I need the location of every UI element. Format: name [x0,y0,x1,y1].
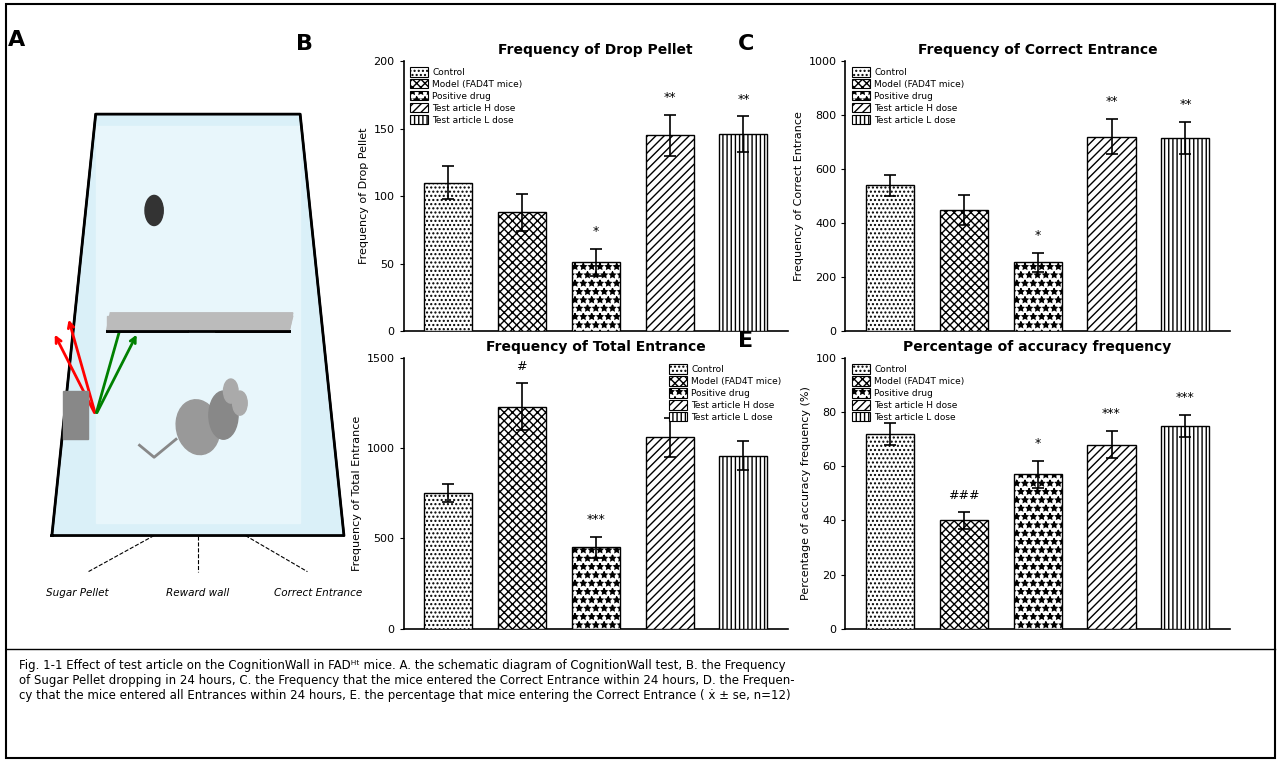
Text: A: A [8,30,26,50]
Polygon shape [51,114,343,536]
Title: Frequency of Total Entrance: Frequency of Total Entrance [485,340,706,354]
Text: ***: *** [1102,408,1121,421]
Bar [940,520,988,629]
Text: Reward wall: Reward wall [167,588,229,597]
Polygon shape [96,126,300,523]
Text: **: ** [664,91,676,104]
Y-axis label: Percentage of accuracy frequency (%): Percentage of accuracy frequency (%) [802,386,811,600]
Bar [646,437,693,629]
Bar [498,213,546,331]
Legend: Control, Model (FAD4T mice), Positive drug, Test article H dose, Test article L : Control, Model (FAD4T mice), Positive dr… [851,363,966,424]
Bar [720,456,767,629]
Legend: Control, Model (FAD4T mice), Positive drug, Test article H dose, Test article L : Control, Model (FAD4T mice), Positive dr… [409,66,524,126]
Bar [1013,262,1062,331]
Text: D: D [296,331,314,351]
Text: #: # [516,360,526,373]
Bar [866,434,913,629]
Text: E: E [738,331,753,351]
Legend: Control, Model (FAD4T mice), Positive drug, Test article H dose, Test article L : Control, Model (FAD4T mice), Positive dr… [667,363,783,424]
Text: B: B [296,34,313,54]
Bar [1088,445,1135,629]
Bar [1088,136,1135,331]
Bar [571,262,620,331]
Title: Percentage of accuracy frequency: Percentage of accuracy frequency [903,340,1172,354]
Circle shape [209,391,238,439]
Text: Fig. 1-1 Effect of test article on the CognitionWall in FADᴴᵗ mice. A. the schem: Fig. 1-1 Effect of test article on the C… [19,659,794,702]
Bar [720,134,767,331]
Polygon shape [106,312,293,331]
Circle shape [145,195,163,226]
Circle shape [223,379,238,403]
Bar [498,407,546,629]
Bar [424,494,471,629]
Bar [866,185,913,331]
Text: *: * [1035,229,1040,242]
Text: **: ** [1180,98,1191,111]
Circle shape [233,391,247,415]
Text: ***: *** [1176,391,1195,404]
Text: Sugar Pellet: Sugar Pellet [46,588,109,597]
Bar [63,391,88,439]
Polygon shape [216,315,293,331]
Title: Frequency of Drop Pellet: Frequency of Drop Pellet [498,43,693,57]
Bar [940,210,988,331]
Text: C: C [738,34,755,54]
Text: Correct Entrance: Correct Entrance [274,588,363,597]
Y-axis label: Frequency of Drop Pellet: Frequency of Drop Pellet [359,128,369,264]
Bar [1162,426,1209,629]
Y-axis label: Frequency of Correct Entrance: Frequency of Correct Entrance [794,111,804,281]
Text: *: * [1035,437,1040,450]
Text: ***: *** [587,513,605,526]
Text: **: ** [738,93,749,106]
Text: *: * [593,225,598,239]
Bar [1162,138,1209,331]
Bar [646,136,693,331]
Legend: Control, Model (FAD4T mice), Positive drug, Test article H dose, Test article L : Control, Model (FAD4T mice), Positive dr… [851,66,966,126]
Y-axis label: Frequency of Total Entrance: Frequency of Total Entrance [352,416,363,571]
Bar [424,183,471,331]
Ellipse shape [177,400,219,455]
Text: ###: ### [948,488,980,501]
Bar [571,547,620,629]
Bar [1013,475,1062,629]
Text: **: ** [1106,95,1118,108]
Title: Frequency of Correct Entrance: Frequency of Correct Entrance [917,43,1158,57]
Polygon shape [106,315,187,331]
